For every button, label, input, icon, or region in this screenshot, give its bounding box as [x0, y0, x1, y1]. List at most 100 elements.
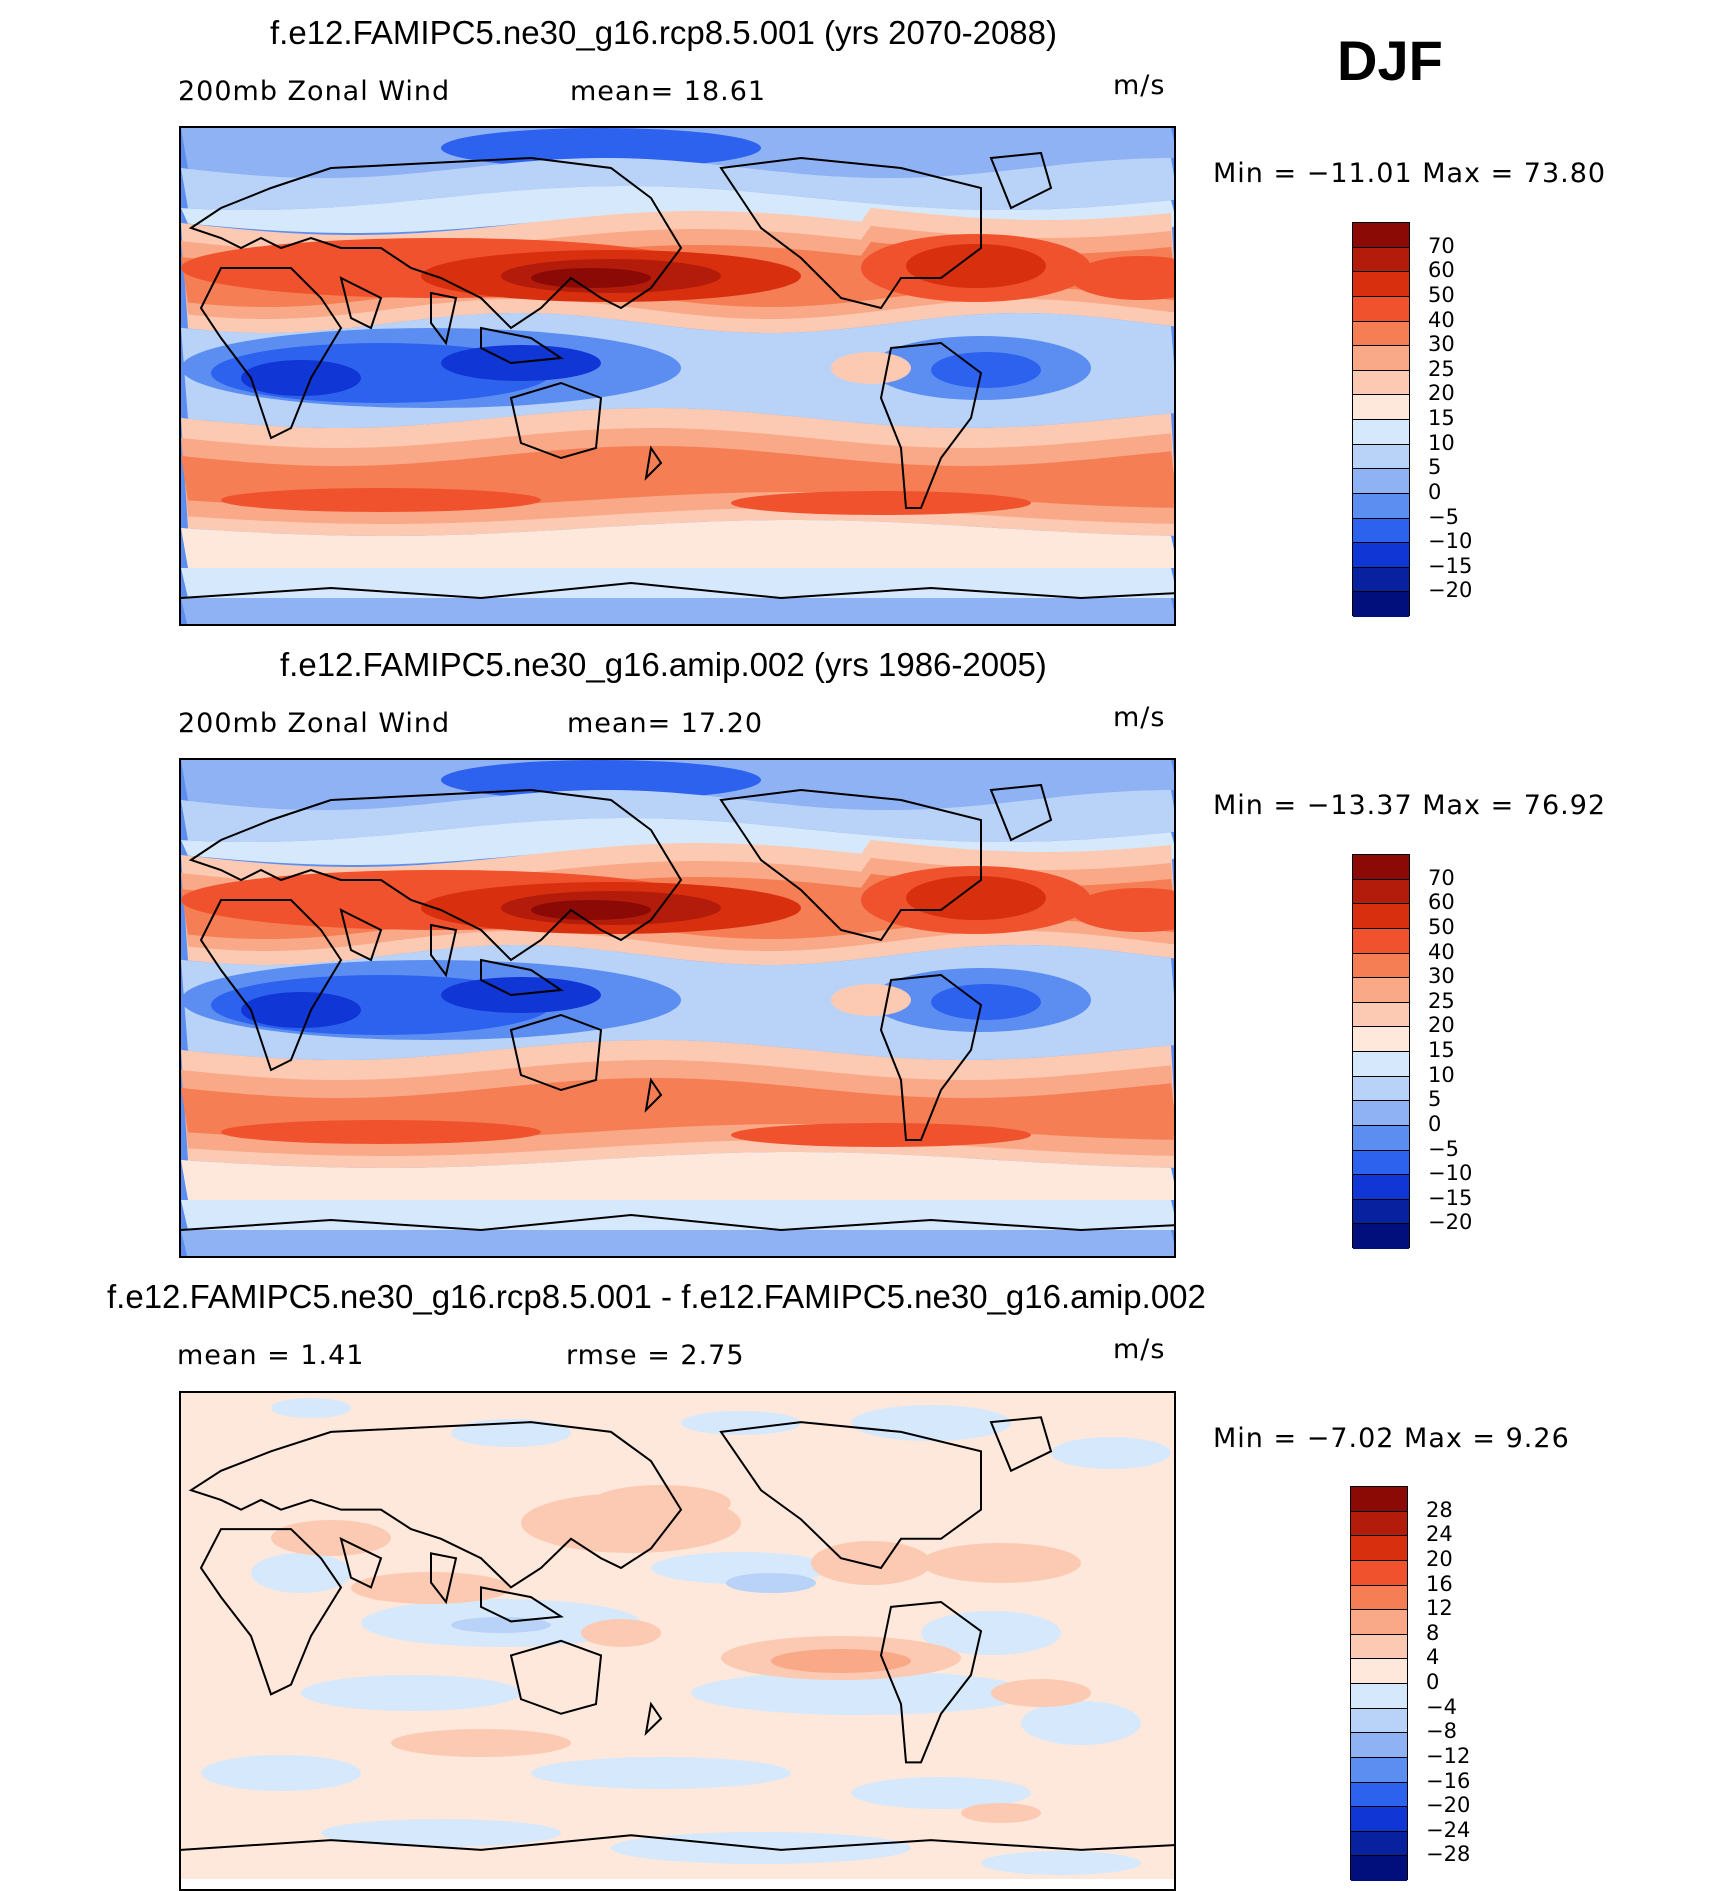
colorbar-tick-label: 20 [1426, 1546, 1453, 1571]
colorbar-tick-label: 25 [1428, 988, 1455, 1013]
coastline [721, 790, 981, 940]
coastline [881, 975, 981, 1140]
panel3-field [181, 1393, 1176, 1879]
colorbar-swatch [1353, 370, 1409, 396]
coastline [341, 910, 381, 960]
colorbar-swatch [1353, 1199, 1409, 1225]
colorbar-swatch [1351, 1807, 1407, 1832]
colorbar-swatch [1353, 1224, 1409, 1249]
colorbar-swatch [1353, 953, 1409, 979]
colorbar-swatch [1351, 1856, 1407, 1881]
colorbar-swatch [1353, 1052, 1409, 1077]
colorbar-tick-label: 0 [1428, 479, 1442, 504]
colorbar-swatch [1353, 321, 1409, 347]
colorbar-tick-label: 40 [1428, 307, 1455, 332]
colorbar-tick-label: −8 [1426, 1719, 1457, 1744]
colorbar-swatch [1351, 1684, 1407, 1709]
panel1-colorbar [1352, 222, 1410, 617]
coastline [191, 158, 681, 328]
coastline [191, 790, 681, 960]
colorbar-tick-label: 8 [1426, 1620, 1440, 1645]
colorbar-tick-label: −15 [1428, 1185, 1473, 1210]
colorbar-swatch [1353, 444, 1409, 470]
colorbar-tick-label: −28 [1426, 1842, 1471, 1867]
colorbar-tick-label: −20 [1428, 578, 1473, 603]
coastline [431, 925, 456, 975]
colorbar-swatch [1353, 493, 1409, 519]
colorbar-tick-label: 50 [1428, 914, 1455, 939]
panel3-map [179, 1391, 1176, 1891]
panel3-title: f.e12.FAMIPC5.ne30_g16.rcp8.5.001 - f.e1… [107, 1278, 1206, 1315]
colorbar-tick-label: 5 [1428, 1087, 1442, 1112]
coastline [481, 960, 561, 995]
colorbar-tick-label: 40 [1428, 939, 1455, 964]
coastline [646, 448, 661, 478]
colorbar-swatch [1353, 1125, 1409, 1151]
colorbar-swatch [1353, 543, 1409, 568]
colorbar-swatch [1353, 904, 1409, 929]
coastline [431, 1553, 456, 1602]
colorbar-tick-label: 15 [1428, 406, 1455, 430]
colorbar-tick-label: −24 [1426, 1817, 1471, 1842]
colorbar-tick-label: 4 [1426, 1645, 1440, 1670]
colorbar-swatch [1353, 272, 1409, 297]
colorbar-swatch [1351, 1831, 1407, 1857]
coastline [181, 1835, 1176, 1850]
colorbar-tick-label: 25 [1428, 356, 1455, 381]
colorbar-swatch [1351, 1782, 1407, 1808]
colorbar-tick-label: 20 [1428, 381, 1455, 406]
panel2-colorbar [1352, 854, 1410, 1249]
colorbar-swatch [1353, 296, 1409, 322]
colorbar-swatch [1353, 567, 1409, 593]
colorbar-tick-label: 50 [1428, 282, 1455, 307]
coastline [341, 278, 381, 328]
colorbar-swatch [1353, 1027, 1409, 1052]
panel1-title: f.e12.FAMIPC5.ne30_g16.rcp8.5.001 (yrs 2… [270, 14, 1057, 51]
colorbar-tick-label: 30 [1428, 332, 1455, 357]
colorbar-swatch [1351, 1733, 1407, 1758]
coastline [991, 153, 1051, 208]
panel2-field [181, 760, 1174, 1256]
colorbar-swatch [1353, 223, 1409, 248]
colorbar-swatch [1353, 469, 1409, 494]
colorbar-swatch [1351, 1511, 1407, 1537]
coastline [721, 158, 981, 308]
colorbar-swatch [1353, 855, 1409, 880]
panel3-rmse-label: rmse = 2.75 [566, 1340, 745, 1371]
coastline [991, 785, 1051, 840]
coastline [881, 1602, 981, 1762]
coastline [181, 583, 1176, 598]
coastline [646, 1704, 661, 1733]
colorbar-tick-label: 10 [1428, 430, 1455, 455]
colorbar-tick-label: 70 [1428, 233, 1455, 258]
coastline [646, 1080, 661, 1110]
panel2-variable-label: 200mb Zonal Wind [178, 708, 451, 739]
colorbar-swatch [1353, 518, 1409, 544]
colorbar-tick-label: 28 [1426, 1497, 1453, 1522]
panel2-map [179, 758, 1176, 1258]
colorbar-swatch [1353, 346, 1409, 371]
colorbar-swatch [1351, 1659, 1407, 1684]
coastline [721, 1422, 981, 1568]
colorbar-tick-label: −10 [1428, 529, 1473, 554]
colorbar-swatch [1351, 1634, 1407, 1660]
coastline [201, 1529, 341, 1694]
colorbar-tick-label: 0 [1426, 1670, 1440, 1694]
coastline [201, 268, 341, 438]
colorbar-tick-label: −15 [1428, 553, 1473, 578]
coastline [991, 1417, 1051, 1470]
colorbar-swatch [1353, 420, 1409, 445]
colorbar-swatch [1351, 1757, 1407, 1783]
colorbar-swatch [1353, 978, 1409, 1003]
colorbar-tick-label: −4 [1426, 1694, 1457, 1719]
colorbar-tick-label: 24 [1426, 1522, 1453, 1547]
colorbar-swatch [1351, 1585, 1407, 1611]
coastline [511, 1641, 601, 1714]
coastline [431, 293, 456, 343]
colorbar-swatch [1353, 395, 1409, 420]
colorbar-swatch [1353, 247, 1409, 273]
panel3-units: m/s [1113, 1334, 1166, 1365]
colorbar-swatch [1353, 879, 1409, 905]
panel1-units: m/s [1113, 70, 1166, 101]
coastline [341, 1539, 381, 1588]
